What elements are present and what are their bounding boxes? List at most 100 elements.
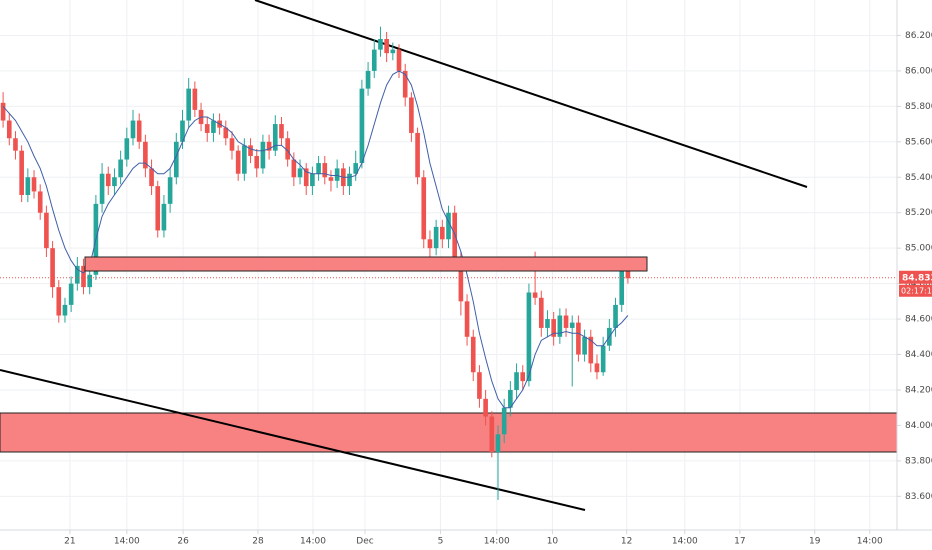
candle-body xyxy=(594,363,600,373)
y-tick-label: 84.800 xyxy=(905,279,932,289)
candle-body xyxy=(291,159,297,178)
candle-body xyxy=(81,265,86,288)
candle-body xyxy=(105,173,111,187)
candle-body xyxy=(180,120,185,142)
candle-body xyxy=(204,124,210,133)
candle-body xyxy=(446,212,451,240)
candle-body xyxy=(613,304,618,328)
candle-body xyxy=(242,145,247,174)
x-tick-label: Dec xyxy=(356,537,373,547)
candle-body xyxy=(483,398,488,417)
candle-body xyxy=(551,319,556,337)
candle-body xyxy=(118,159,123,178)
candle-body xyxy=(427,239,433,249)
candle-body xyxy=(501,407,507,435)
candle-body xyxy=(44,212,49,249)
candle-body xyxy=(303,168,309,187)
candle-body xyxy=(458,257,464,302)
candle-body xyxy=(62,304,68,316)
candle-body xyxy=(37,191,43,213)
y-tick-label: 85.000 xyxy=(905,244,932,254)
y-tick-label: 84.200 xyxy=(905,385,932,395)
x-tick-label: 12 xyxy=(621,537,632,547)
support-zone xyxy=(0,412,898,453)
candles xyxy=(0,26,631,500)
candle-body xyxy=(112,177,117,187)
candle-body xyxy=(526,292,532,382)
x-tick-label: 21 xyxy=(64,537,75,547)
candle-body xyxy=(421,177,427,240)
y-tick-label: 86.200 xyxy=(905,31,932,41)
x-tick-label: 17 xyxy=(734,537,745,547)
candle-body xyxy=(489,416,495,453)
y-tick-label: 85.200 xyxy=(905,208,932,218)
candle-body xyxy=(347,173,352,187)
axis-labels: 83.600 83.800 84.000 84.200 84.400 84.600 84.8… xyxy=(0,31,932,547)
x-tick-label: 14:00 xyxy=(857,537,883,547)
candle-body xyxy=(396,49,402,71)
candle-body xyxy=(477,372,482,399)
x-tick-label: 14:00 xyxy=(484,537,510,547)
x-tick-label: 14:00 xyxy=(300,537,326,547)
candle-body xyxy=(254,155,260,169)
resistance-zone xyxy=(84,256,648,272)
x-tick-label: 14:00 xyxy=(114,537,140,547)
x-tick-label: 26 xyxy=(177,537,189,547)
candle-body xyxy=(538,297,544,328)
candle-body xyxy=(0,102,6,121)
candle-body xyxy=(19,150,24,195)
candle-body xyxy=(439,226,445,240)
last-price-box xyxy=(899,270,932,284)
upper-trendline xyxy=(254,0,808,188)
candle-body xyxy=(6,120,12,139)
candle-body xyxy=(173,141,179,178)
candle-body xyxy=(143,141,148,169)
candle-body xyxy=(192,88,198,110)
candle-body xyxy=(470,336,476,373)
candle-body xyxy=(545,319,550,328)
candle-body xyxy=(514,372,519,390)
lower-trendline xyxy=(0,369,586,511)
candle-body xyxy=(87,274,93,288)
candle-body xyxy=(532,292,538,298)
candle-body xyxy=(495,434,501,453)
candle-body xyxy=(248,145,253,156)
candle-body xyxy=(433,226,439,249)
candle-body xyxy=(322,163,328,178)
candle-body xyxy=(557,315,563,337)
candle-body xyxy=(186,88,191,121)
y-tick-label: 84.600 xyxy=(905,315,932,325)
candle-body xyxy=(211,120,216,133)
candle-body xyxy=(402,70,408,98)
last-price-label: 84.833 xyxy=(902,273,932,283)
candle-body xyxy=(68,283,74,305)
candle-body xyxy=(619,269,625,305)
candle-body xyxy=(328,177,334,181)
moving-average xyxy=(2,70,629,409)
candle-body xyxy=(13,138,18,151)
candle-body xyxy=(279,124,284,139)
candle-body xyxy=(371,49,377,71)
candle-body xyxy=(56,287,62,316)
candle-body xyxy=(582,336,587,355)
y-tick-label: 85.800 xyxy=(905,102,932,112)
candle-body xyxy=(353,163,359,174)
countdown-label: 02:17:17 xyxy=(901,286,932,295)
candle-body xyxy=(359,88,365,164)
candle-body xyxy=(50,248,55,288)
candle-body xyxy=(563,315,569,328)
y-tick-label: 85.600 xyxy=(905,137,932,147)
candle-body xyxy=(365,70,371,89)
candle-body xyxy=(569,322,575,328)
candle-body xyxy=(464,301,470,337)
candle-body xyxy=(316,163,321,174)
candle-body xyxy=(576,322,581,355)
y-tick-label: 85.400 xyxy=(905,173,932,183)
candle-body xyxy=(625,269,631,279)
candle-body xyxy=(155,186,161,231)
candle-body xyxy=(75,265,80,284)
candle-body xyxy=(130,120,136,139)
candle-body xyxy=(260,141,266,169)
candle-body xyxy=(235,150,241,174)
